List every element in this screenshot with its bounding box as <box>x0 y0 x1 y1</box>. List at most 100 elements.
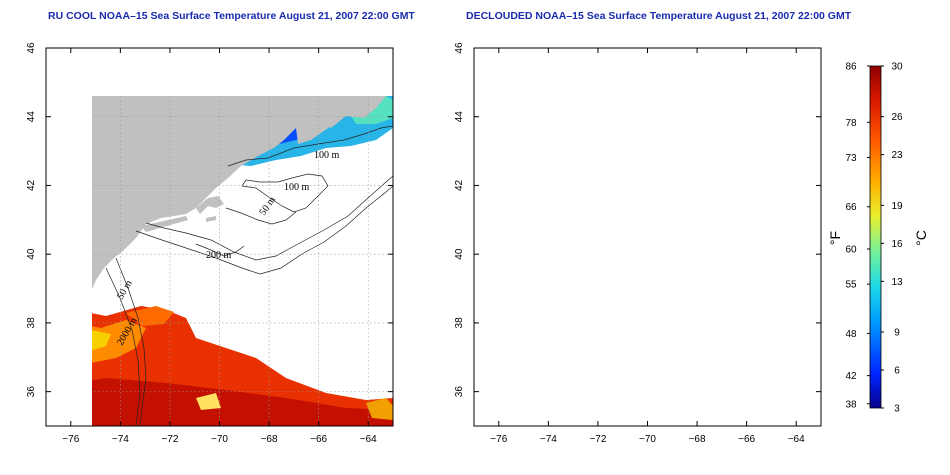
celsius-tick-label: 16 <box>891 239 903 250</box>
fahrenheit-tick-label: 66 <box>845 202 857 213</box>
fahrenheit-tick-label: 55 <box>845 280 857 291</box>
sst-patch <box>366 398 393 420</box>
x-tick-label: −76 <box>490 434 507 445</box>
x-tick-label: −70 <box>211 434 228 445</box>
contour-label: 50 m <box>685 195 706 218</box>
contour-label: 200 m <box>206 250 232 261</box>
x-tick-label: −64 <box>788 434 805 445</box>
celsius-tick-label: 3 <box>894 404 900 415</box>
x-tick-label: −74 <box>112 434 129 445</box>
fahrenheit-tick-label: 78 <box>845 118 857 129</box>
fahrenheit-tick-label: 48 <box>845 329 857 340</box>
sst-patch <box>774 84 821 112</box>
celsius-tick-label: 30 <box>891 62 903 73</box>
celsius-tick-label: 23 <box>891 150 903 161</box>
celsius-tick-label: 19 <box>891 201 903 212</box>
contour-label: 2000 m <box>543 316 568 348</box>
depth-contour <box>670 174 756 212</box>
depth-contour <box>241 173 329 213</box>
depth-contour <box>544 258 574 426</box>
depth-contour <box>105 267 141 427</box>
gridlines <box>92 96 393 426</box>
y-tick-label: 46 <box>454 42 465 54</box>
sst-patch <box>51 346 76 362</box>
celsius-unit-label: °C <box>913 230 929 246</box>
sst-patch <box>504 332 559 352</box>
y-tick-label: 36 <box>26 386 37 398</box>
ocean-area <box>474 48 821 426</box>
x-tick-label: −76 <box>62 434 79 445</box>
y-tick-label: 40 <box>26 248 37 260</box>
depth-contour <box>145 175 394 261</box>
contour-label: 50 m <box>543 278 563 301</box>
colorbar: 30 26 23 19 16 13 9 6 3 86 78 73 66 60 55 48 42 38 °F °C <box>827 62 929 415</box>
sst-patch <box>474 338 821 426</box>
sst-patch <box>744 394 804 414</box>
depth-contour <box>195 243 245 257</box>
x-tick-label: −66 <box>738 434 755 445</box>
map-panel-right: 100 m 100 m 50 m 200 m 50 m 2000 m −76 −74 −72 −7… <box>454 42 822 445</box>
fahrenheit-tick-label: 73 <box>845 153 857 164</box>
fahrenheit-tick-label: 42 <box>845 371 857 382</box>
x-tick-label: −74 <box>540 434 557 445</box>
contour-label: 100 m <box>712 182 738 193</box>
depth-contour <box>225 207 297 225</box>
x-tick-label: −64 <box>360 434 377 445</box>
fahrenheit-tick-label: 38 <box>845 399 857 410</box>
x-tick-label: −70 <box>639 434 656 445</box>
x-tick-label: −68 <box>689 434 706 445</box>
sst-patch <box>474 378 574 414</box>
contour-label: 100 m <box>284 182 310 193</box>
fahrenheit-unit-label: °F <box>827 231 843 245</box>
sst-patch <box>634 380 714 408</box>
depth-contour <box>227 125 394 167</box>
depth-contour <box>564 186 821 274</box>
y-tick-label: 46 <box>26 42 37 54</box>
contour-label: 100 m <box>314 150 340 161</box>
bathymetry-contours <box>105 125 394 427</box>
celsius-tick-label: 6 <box>894 366 900 377</box>
sst-patch <box>92 320 146 363</box>
depth-contour <box>574 176 821 260</box>
sst-patch <box>126 306 174 326</box>
depth-contour <box>656 126 821 166</box>
sst-patch <box>196 393 221 410</box>
fahrenheit-tick-label: 60 <box>845 244 857 255</box>
sst-patch <box>584 320 614 338</box>
celsius-tick-label: 13 <box>891 277 903 288</box>
sst-patch <box>92 330 111 351</box>
depth-contour <box>135 185 394 275</box>
depth-contour <box>654 208 724 224</box>
bathymetry-contours <box>534 126 821 426</box>
y-tick-label: 42 <box>26 179 37 191</box>
fahrenheit-tick-label: 86 <box>845 62 857 73</box>
y-tick-label: 44 <box>454 111 465 123</box>
contour-label: 200 m <box>634 250 660 261</box>
y-tick-label: 42 <box>454 179 465 191</box>
celsius-tick-label: 9 <box>894 328 900 339</box>
x-tick-label: −66 <box>310 434 327 445</box>
contour-label: 100 m <box>742 150 768 161</box>
sst-patch <box>724 66 774 88</box>
depth-contour <box>115 257 147 427</box>
panel-title-right: DECLOUDED NOAA–15 Sea Surface Temperatur… <box>466 10 852 22</box>
x-tick-label: −72 <box>589 434 606 445</box>
sst-patch <box>92 378 393 426</box>
sst-layer <box>474 66 821 426</box>
y-tick-label: 38 <box>454 317 465 329</box>
y-tick-label: 36 <box>454 386 465 398</box>
sst-patch <box>564 82 574 92</box>
x-tick-label: −72 <box>161 434 178 445</box>
celsius-tick-label: 26 <box>891 112 903 123</box>
y-tick-label: 44 <box>26 111 37 123</box>
panel-title-left: RU COOL NOAA–15 Sea Surface Temperature … <box>48 10 415 22</box>
x-tick-label: −68 <box>261 434 278 445</box>
gridlines <box>474 48 821 426</box>
map-frame <box>473 47 822 427</box>
y-tick-label: 38 <box>26 317 37 329</box>
depth-contour <box>534 268 568 426</box>
depth-contour <box>624 244 672 256</box>
colorbar-ramp <box>869 65 882 409</box>
